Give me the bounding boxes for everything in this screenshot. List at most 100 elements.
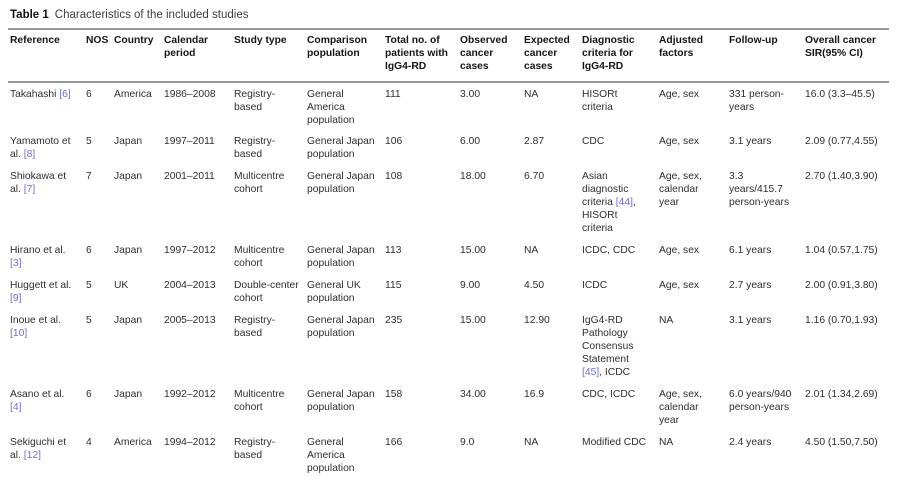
table-cell: 6.1 years [729,245,772,257]
table-cell: General Japan population [307,245,375,270]
citation-link[interactable]: [8] [23,149,36,161]
table-cell: Registry-based [234,136,276,161]
table-cell: 106 [385,136,403,148]
table-cell: 111 [385,88,401,100]
column-header: Follow-up [727,29,803,83]
table-cell: Modified CDC [582,436,647,448]
table-label: Table 1 [10,9,49,21]
table-cell: Sekiguchi et al. [12] [10,436,67,461]
table-cell: ICDC [582,280,608,292]
table-cell: 331 person-years [729,88,784,113]
table-cell: 6.0 years/940 person-years [729,388,792,413]
table-cell: 2.01 (1.34,2.69) [805,388,878,400]
table-cell: 0.7 years [727,479,803,484]
table-cell: 6 [86,88,92,100]
table-cell: 4.50 (1.50,7.50) [805,436,878,448]
table-cell: 1997–2011 [164,136,215,148]
table-row: Takahashi [6] 6 America 1986–2008 Registry-b… [8,82,889,131]
table-cell: 2.09 (0.77,4.55) [805,136,878,148]
citation-link[interactable]: [3] [10,258,22,270]
table-row: Ahn et al. [5]6Korea2006–2015Single-cent… [8,479,889,484]
table-cell: 108 [385,171,403,183]
table-cell: 4.50 [524,280,545,292]
table-cell: Age, sex, calendar year [659,171,702,209]
citation-link[interactable]: [44] [615,197,633,209]
table-cell: Korea [112,479,162,484]
table-cell: 2001–2011 [164,171,215,183]
table-cell: ICDC, CDC [582,245,636,257]
column-header: Diagnostic criteria for IgG4-RD [580,29,657,83]
table-cell: General America population [307,88,355,126]
column-header: NOS [84,29,112,83]
table-cell: 3.3 years/415.7 person-years [729,171,790,209]
table-cell: 2.70 (1.40,3.90) [805,171,878,183]
table-cell: Single-centre cohort [232,479,305,484]
column-header: Country [112,29,162,83]
column-header: Total no. of patients with IgG4-RD [383,29,458,83]
table-cell: General UK population [307,280,361,305]
column-header: Overall cancer SIR(95% CI) [803,29,889,83]
table-cell: 3.1 years [729,136,772,148]
table-cell: 1992–2012 [164,388,216,400]
table-cell: General Korea population [305,479,383,484]
table-cell: Multicentre cohort [234,388,285,413]
table-cell: Multicentre cohort [234,171,285,196]
citation-link[interactable]: [9] [10,293,22,305]
table-cell: Asian diagnostic criteria [44], HISORt c… [582,171,636,235]
table-cell: 2.87 [524,136,545,148]
table-cell: Inoue et al. [10] [10,315,61,340]
citation-link[interactable]: [7] [23,184,36,196]
table-cell: Age, sex, calendar year [659,388,702,426]
citation-link[interactable]: [10] [10,328,28,340]
table-cell: NA [659,315,674,327]
table-row: Yamamoto et al. [8] 5 Japan 1997–2011 Regist… [8,130,889,165]
table-cell: Takahashi [6] [10,88,71,100]
table-cell: Registry-based [234,315,276,340]
table-cell: 15.00 [460,315,486,327]
table-cell: 2004–2013 [164,280,216,292]
table-cell: Huggett et al. [9] [10,280,72,305]
table-cell: Japan [114,171,143,183]
table-cell: General Japan population [307,388,375,413]
table-cell: Asano et al. [4] [10,388,65,413]
table-caption: Table 1 Characteristics of the included s… [8,6,889,28]
table-cell: 6.00 [460,136,481,148]
column-header: Adjusted factors [657,29,727,83]
table-cell: 2005–2013 [164,315,216,327]
table-cell: NA [524,436,539,448]
table-cell: 2.00 (0.91,3.80) [805,280,878,292]
table-caption-text: Characteristics of the included studies [54,9,249,21]
citation-link[interactable]: [45] [582,367,600,379]
column-header: Expected cancer cases [522,29,580,83]
table-cell: 1.04 (0.57,1.75) [805,245,878,257]
table-cell: Shiokawa et al. [7] [10,171,67,196]
table-cell: CDC, ICDC [582,388,636,400]
table-cell: NA [524,245,539,257]
table-cell: Registry-based [234,88,276,113]
citation-link[interactable]: [6] [59,88,71,100]
table-row: Inoue et al. [10] 5 Japan 2005–2013 Registry… [8,309,889,383]
table-cell: 7 [86,171,92,183]
column-header: Reference [8,29,84,83]
citation-link[interactable]: [12] [23,449,41,461]
table-cell: America [114,88,152,100]
table-cell: General Japan population [307,136,375,161]
table-cell: 4 [86,436,92,448]
table-row: Shiokawa et al. [7] 7 Japan 2001–2011 Multic… [8,165,889,239]
table-cell: 5 [86,315,92,327]
table-header-row: Reference NOS Country Calendar period Study … [8,29,889,83]
table-cell: 3.1 years [729,315,772,327]
table-cell: 0.52 [522,479,580,484]
table-row: Sekiguchi et al. [12] 4 America 1994–2012 Re… [8,431,889,479]
table-cell: Double-center cohort [234,280,299,305]
table-cell: 5.0 [458,479,522,484]
citation-link[interactable]: [4] [10,401,22,413]
table-cell: 1986–2008 [164,88,216,100]
table-cell: 5 [86,136,92,148]
table-row: Asano et al. [4] 6 Japan 1992–2012 Multicent… [8,383,889,431]
table-cell: 9.61 (3.12,22.40) [803,479,889,484]
column-header: Study type [232,29,305,83]
table-cell: Ahn et al. [5] [8,479,84,484]
studies-table: Reference NOS Country Calendar period Study … [8,28,889,484]
